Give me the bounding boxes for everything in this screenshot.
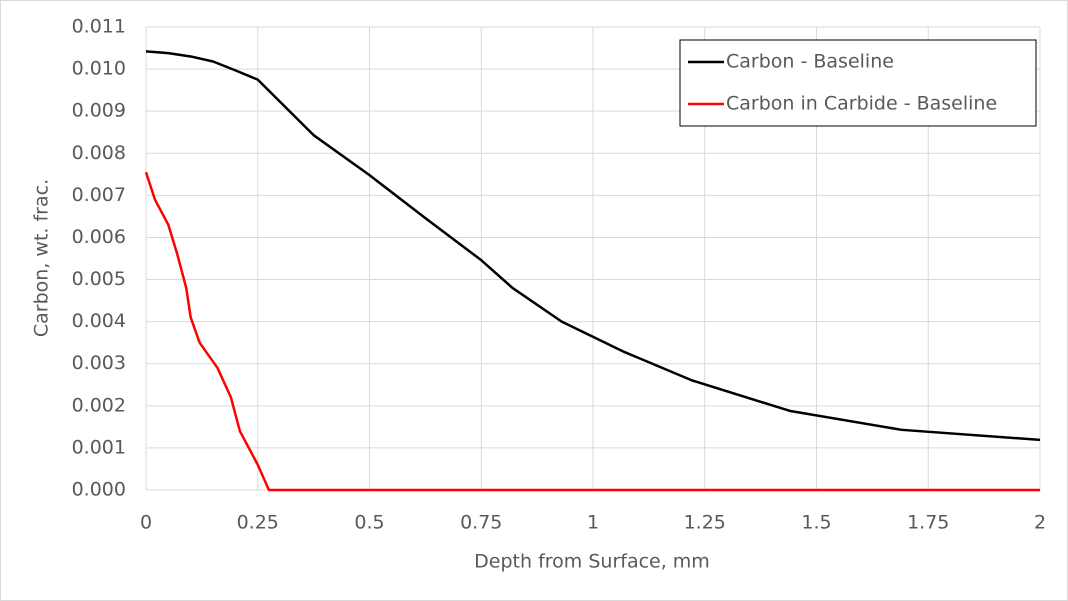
x-tick-label: 0.25: [237, 512, 279, 534]
y-tick-label: 0.009: [72, 100, 126, 122]
x-tick-label: 0.75: [460, 512, 502, 534]
y-tick-label: 0.007: [72, 184, 126, 206]
x-axis-label: Depth from Surface, mm: [474, 551, 710, 573]
y-tick-label: 0.004: [72, 310, 126, 332]
y-tick-label: 0.010: [72, 58, 126, 80]
y-tick-label: 0.000: [72, 479, 126, 501]
line-series: [145, 50, 1041, 442]
y-tick-label: 0.006: [72, 226, 126, 248]
x-tick-label: 1.75: [907, 512, 949, 534]
legend-label: Carbon - Baseline: [726, 51, 894, 73]
x-tick-label: 1.25: [684, 512, 726, 534]
x-tick-label: 2: [1034, 512, 1046, 534]
y-tick-label: 0.002: [72, 394, 126, 416]
x-tick-label: 1.5: [801, 512, 831, 534]
y-axis-label: Carbon, wt. frac.: [31, 179, 53, 337]
y-tick-label: 0.001: [72, 436, 126, 458]
y-tick-label: 0.011: [72, 16, 126, 38]
x-tick-label: 0.5: [354, 512, 384, 534]
x-tick-label: 0: [140, 512, 152, 534]
y-tick-label: 0.003: [72, 352, 126, 374]
y-tick-label: 0.008: [72, 142, 126, 164]
legend-box: [679, 39, 1037, 127]
legend-label: Carbon in Carbide - Baseline: [726, 93, 997, 115]
x-tick-label: 1: [587, 512, 599, 534]
y-tick-label: 0.005: [72, 268, 126, 290]
line-series: [144, 171, 1040, 492]
